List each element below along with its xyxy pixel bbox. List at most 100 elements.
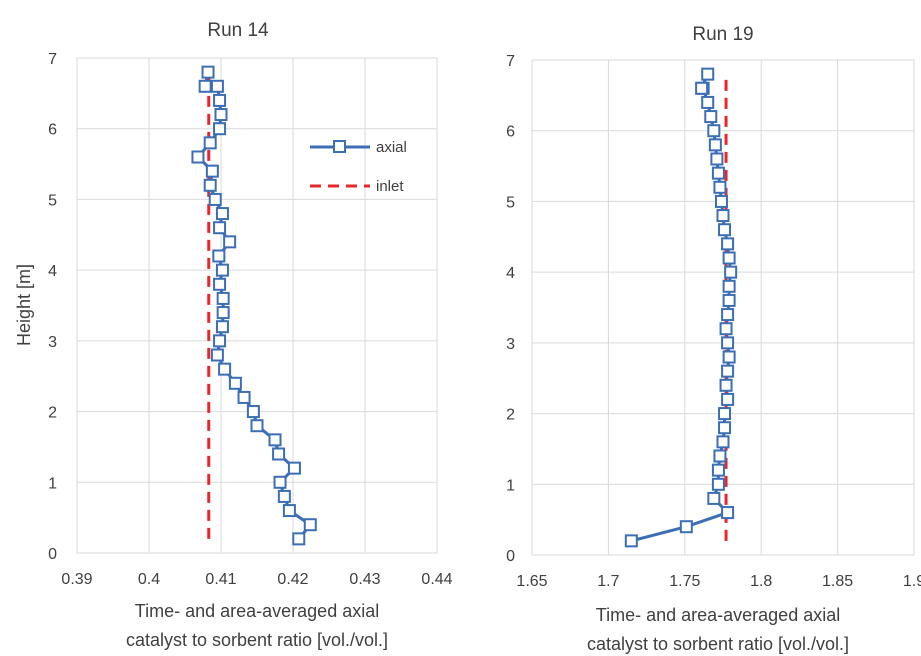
y-tick-label: 6 xyxy=(506,124,515,141)
axial-data-point xyxy=(268,433,282,447)
axial-data-point xyxy=(303,518,317,532)
axial-data-point xyxy=(721,364,735,378)
axial-data-point xyxy=(277,489,291,503)
axial-data-point xyxy=(203,136,217,150)
axial-data-point xyxy=(718,223,732,237)
axial-data-point xyxy=(213,277,227,291)
y-tick-label: 0 xyxy=(48,546,57,563)
axial-data-point xyxy=(721,237,735,251)
axial-data-point xyxy=(216,291,230,305)
y-tick-label: 1 xyxy=(48,475,57,492)
axial-data-point xyxy=(213,122,227,136)
axial-data-point xyxy=(214,108,228,122)
axial-data-point xyxy=(228,376,242,390)
axial-data-point xyxy=(210,79,224,93)
axial-data-point xyxy=(215,263,229,277)
x-axis-title-line2-run-19: catalyst to sorbent ratio [vol./vol.] xyxy=(587,634,849,654)
y-tick-labels-run-14: 0 1 2 3 4 5 6 7 xyxy=(48,51,57,563)
x-tick-label: 1.75 xyxy=(669,573,700,590)
y-tick-label: 4 xyxy=(48,263,57,280)
axial-data-point xyxy=(215,207,229,221)
axial-data-point xyxy=(722,279,736,293)
axial-data-point xyxy=(215,320,229,334)
axial-data-point xyxy=(714,194,728,208)
x-axis-title-line1-run-19: Time- and area-averaged axial xyxy=(596,605,840,625)
x-tick-labels-run-14: 0.39 0.4 0.41 0.42 0.43 0.44 xyxy=(61,571,452,588)
grid-lines-run-14 xyxy=(76,57,438,554)
axial-data-point xyxy=(282,504,296,518)
y-tick-label: 6 xyxy=(48,122,57,139)
y-tick-label: 1 xyxy=(506,477,515,494)
axial-data-point xyxy=(721,506,735,520)
axial-data-point xyxy=(208,192,222,206)
axial-data-point xyxy=(716,209,730,223)
y-tick-label: 0 xyxy=(506,548,515,565)
axial-data-point xyxy=(701,67,715,81)
axial-data-point xyxy=(203,178,217,192)
axial-data-point xyxy=(707,491,721,505)
axial-data-point xyxy=(273,475,287,489)
y-tick-label: 2 xyxy=(506,407,515,424)
y-tick-label: 4 xyxy=(506,265,515,282)
axial-data-point xyxy=(205,164,219,178)
chart-panel-run-14: Run 14 0.39 0.4 0.41 0.42 0.43 0.44 01234567 … xyxy=(14,20,453,650)
axial-data-point xyxy=(711,166,725,180)
axial-data-point xyxy=(191,150,205,164)
axial-data-point xyxy=(250,419,264,433)
x-tick-label: 0.41 xyxy=(205,571,236,588)
plot-area-run-14 xyxy=(76,57,438,554)
legend-axial-label: axial xyxy=(376,139,407,156)
x-axis-title-line1-run-14: Time- and area-averaged axial xyxy=(135,601,379,621)
axial-data-point xyxy=(710,152,724,166)
axial-data-point xyxy=(718,407,732,421)
axial-data-point xyxy=(679,520,693,534)
axial-data-point xyxy=(722,251,736,265)
axial-data-point xyxy=(713,449,727,463)
legend-axial-square-marker-icon xyxy=(333,140,346,153)
axial-data-point xyxy=(719,378,733,392)
axial-data-point xyxy=(201,65,215,79)
legend: axial inlet xyxy=(310,139,407,195)
axial-data-point xyxy=(721,392,735,406)
axial-data-point xyxy=(718,421,732,435)
axial-data-point xyxy=(213,93,227,107)
legend-inlet-label: inlet xyxy=(376,178,404,195)
y-tick-label: 5 xyxy=(506,194,515,211)
x-tick-label: 0.4 xyxy=(138,571,160,588)
axial-data-point xyxy=(695,81,709,95)
axial-data-point xyxy=(713,180,727,194)
axial-data-point xyxy=(701,95,715,109)
axial-data-point xyxy=(624,534,638,548)
x-tick-labels-run-19: 1.65 1.7 1.75 1.8 1.85 1.9 xyxy=(516,573,921,590)
y-tick-label: 3 xyxy=(506,336,515,353)
y-tick-label: 3 xyxy=(48,334,57,351)
y-tick-label: 7 xyxy=(48,51,57,68)
x-tick-label: 0.44 xyxy=(421,571,452,588)
axial-data-point xyxy=(724,265,738,279)
axial-data-point xyxy=(210,348,224,362)
axial-data-point xyxy=(287,461,301,475)
axial-data-point xyxy=(722,350,736,364)
x-tick-label: 1.9 xyxy=(903,573,921,590)
chart-panel-run-19: Run 19 1.65 1.7 1.75 1.8 1.85 1.9 0 1 2 3 4 5 6 7 Ti… xyxy=(506,24,921,654)
y-tick-label: 7 xyxy=(506,53,515,70)
axial-data-point xyxy=(198,79,212,93)
plot-area-run-19 xyxy=(531,59,915,556)
y-tick-label: 5 xyxy=(48,192,57,209)
axial-data-point xyxy=(246,405,260,419)
axial-data-point xyxy=(704,110,718,124)
axial-data-point xyxy=(716,435,730,449)
chart-title-run-19: Run 19 xyxy=(692,24,753,45)
axial-data-point xyxy=(216,306,230,320)
x-tick-label: 1.85 xyxy=(822,573,853,590)
x-tick-label: 1.65 xyxy=(516,573,547,590)
x-tick-label: 0.43 xyxy=(349,571,380,588)
axial-data-point xyxy=(223,235,237,249)
x-tick-label: 0.42 xyxy=(277,571,308,588)
x-axis-title-line2-run-14: catalyst to sorbent ratio [vol./vol.] xyxy=(126,630,388,650)
series-run-14 xyxy=(191,65,317,546)
y-axis-title: Height [m] xyxy=(14,264,34,346)
axial-data-point xyxy=(292,532,306,546)
axial-data-point xyxy=(213,221,227,235)
